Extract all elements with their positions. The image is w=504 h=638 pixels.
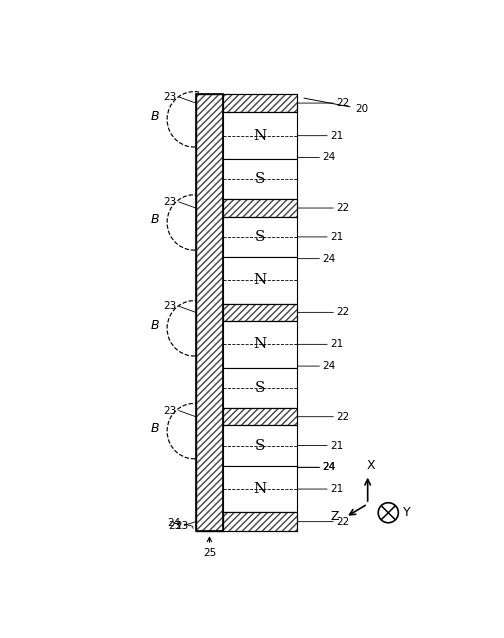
Text: 22: 22	[297, 517, 349, 526]
Bar	[223, 367, 297, 408]
Text: N: N	[254, 273, 267, 287]
Text: 21: 21	[297, 339, 343, 350]
Text: 22: 22	[297, 203, 349, 213]
Text: 23: 23	[175, 521, 188, 531]
Text: 24: 24	[297, 463, 335, 472]
Text: 23: 23	[169, 521, 182, 531]
Bar	[196, 94, 223, 531]
Text: 21: 21	[297, 232, 343, 242]
Bar	[196, 94, 223, 531]
Text: 24: 24	[297, 463, 335, 472]
Bar	[223, 159, 297, 199]
Bar	[223, 94, 297, 112]
Text: Y: Y	[403, 506, 411, 519]
Text: B: B	[150, 213, 159, 226]
Bar	[223, 408, 297, 426]
Text: 23: 23	[163, 92, 176, 102]
Text: N: N	[254, 129, 267, 143]
Bar	[223, 199, 297, 217]
Text: S: S	[255, 381, 266, 395]
Bar	[196, 94, 223, 531]
Bar	[223, 512, 297, 531]
Bar	[223, 304, 297, 321]
Bar	[223, 512, 297, 531]
Text: 24: 24	[297, 254, 335, 263]
Text: 23: 23	[163, 406, 176, 415]
Text: S: S	[255, 438, 266, 452]
Text: 24: 24	[167, 518, 180, 528]
Text: S: S	[255, 230, 266, 244]
Text: N: N	[254, 338, 267, 352]
Text: 24: 24	[297, 152, 335, 163]
Text: 24: 24	[297, 361, 335, 371]
Bar	[223, 321, 297, 367]
Text: Z: Z	[331, 510, 339, 523]
Text: 21: 21	[297, 484, 343, 494]
Bar	[223, 94, 297, 112]
Text: 22: 22	[297, 308, 349, 317]
Text: 22: 22	[297, 412, 349, 422]
Bar	[223, 408, 297, 426]
Bar	[223, 112, 297, 159]
Text: 21: 21	[297, 131, 343, 140]
Text: S: S	[255, 172, 266, 186]
Bar	[223, 257, 297, 304]
Bar	[223, 512, 297, 531]
Bar	[223, 408, 297, 426]
Text: B: B	[150, 110, 159, 122]
Text: 23: 23	[163, 197, 176, 207]
Text: 25: 25	[203, 537, 216, 558]
Bar	[223, 466, 297, 512]
Bar	[223, 94, 297, 112]
Text: X: X	[366, 459, 375, 471]
Bar	[223, 304, 297, 321]
Text: N: N	[254, 482, 267, 496]
Bar	[223, 199, 297, 217]
Bar	[223, 426, 297, 466]
Bar	[223, 199, 297, 217]
Text: 21: 21	[297, 441, 343, 450]
Bar	[223, 217, 297, 257]
Bar	[223, 304, 297, 321]
Text: 22: 22	[297, 98, 349, 108]
Text: 23: 23	[163, 301, 176, 311]
Text: 20: 20	[304, 98, 368, 114]
Text: B: B	[150, 422, 159, 434]
Text: B: B	[150, 319, 159, 332]
